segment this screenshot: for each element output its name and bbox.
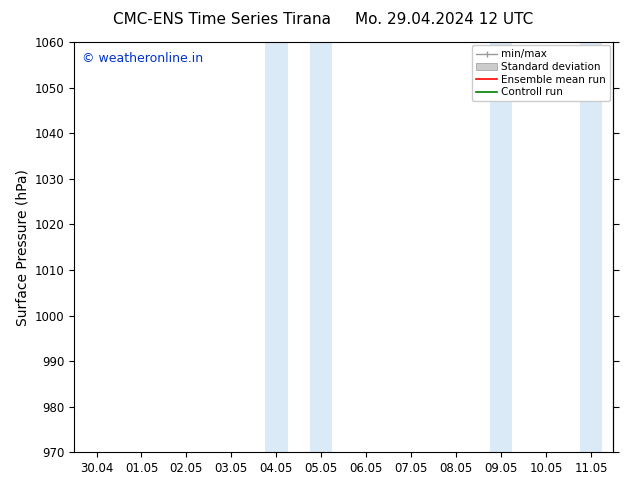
Bar bbox=[310, 42, 332, 452]
Y-axis label: Surface Pressure (hPa): Surface Pressure (hPa) bbox=[15, 169, 29, 325]
Bar bbox=[265, 42, 288, 452]
Text: CMC-ENS Time Series Tirana: CMC-ENS Time Series Tirana bbox=[113, 12, 331, 27]
Legend: min/max, Standard deviation, Ensemble mean run, Controll run: min/max, Standard deviation, Ensemble me… bbox=[472, 45, 611, 101]
Bar bbox=[490, 42, 512, 452]
Text: Mo. 29.04.2024 12 UTC: Mo. 29.04.2024 12 UTC bbox=[354, 12, 533, 27]
Text: © weatheronline.in: © weatheronline.in bbox=[82, 52, 204, 65]
Bar bbox=[579, 42, 602, 452]
